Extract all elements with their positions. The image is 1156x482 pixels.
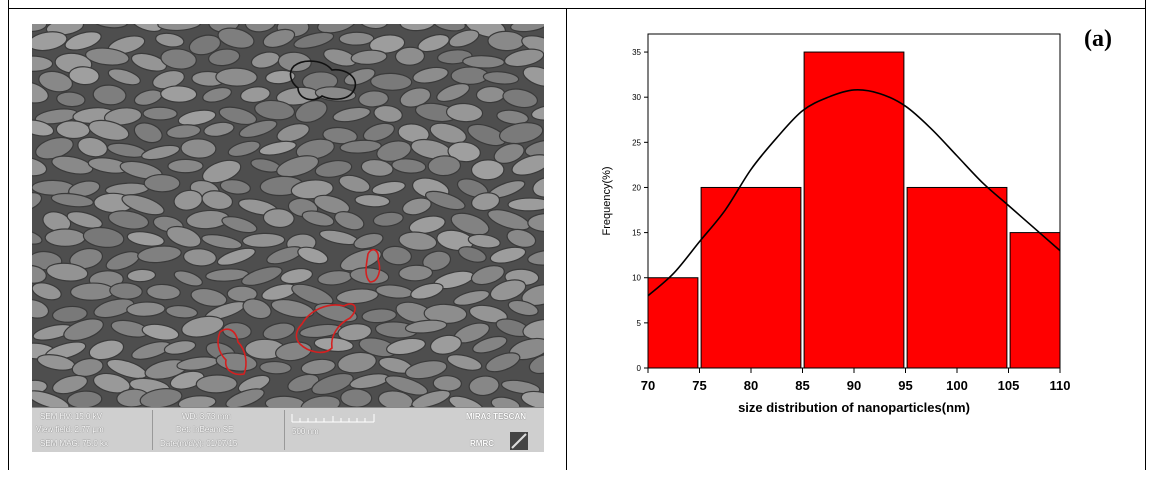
panel-divider (566, 8, 567, 470)
sem-scale-label: 500 nm (292, 427, 319, 436)
sem-view-field-label: View field: 2.77 μm (36, 425, 104, 434)
sem-info-separator (284, 410, 285, 450)
histogram-bar (906, 186, 1008, 369)
sem-texture (32, 24, 544, 452)
y-axis: 0 5 10 15 20 25 30 35 (632, 48, 648, 373)
particle-outline (289, 60, 357, 101)
sem-logo-icon (510, 432, 528, 450)
x-tick-label: 80 (744, 378, 758, 393)
table-top-border (8, 8, 1146, 9)
sem-grains (32, 24, 544, 416)
sem-wd-label: WD: 3.73 mm (182, 412, 231, 421)
sem-mag-label: SEM MAG: 75.0 kx (40, 439, 109, 448)
sem-instrument-label: MIRA3 TESCAN (466, 412, 527, 421)
histogram-bar (803, 51, 905, 369)
panel-label: (a) (1084, 26, 1112, 52)
y-tick-label: 35 (632, 48, 641, 57)
sem-hv-label: SEM HV: 15.0 kV (40, 412, 102, 421)
y-tick-label: 25 (632, 138, 641, 147)
x-tick-label: 100 (946, 378, 968, 393)
x-tick-label: 70 (641, 378, 655, 393)
y-tick-label: 5 (637, 319, 642, 328)
particle-outline (217, 328, 247, 376)
sem-detector-label: Det: InBeam SE (176, 425, 234, 434)
fit-curve (647, 89, 1061, 297)
bar-group (647, 51, 1061, 369)
x-tick-label: 85 (795, 378, 809, 393)
x-tick-label: 95 (898, 378, 912, 393)
chart-svg: 0 5 10 15 20 25 30 35 70 75 80 85 90 95 100 105 110 Fre… (601, 33, 1070, 415)
y-tick-label: 10 (632, 274, 641, 283)
y-axis-label: Frequency(%) (601, 166, 613, 235)
sem-micrograph: SEM HV: 15.0 kV View field: 2.77 μm SEM … (32, 24, 544, 452)
particle-outline (295, 303, 356, 354)
sem-info-separator (152, 410, 153, 450)
x-tick-label: 110 (1050, 378, 1070, 393)
y-tick-label: 30 (632, 93, 641, 102)
histogram-bar (700, 186, 802, 369)
sem-info-bar: SEM HV: 15.0 kV View field: 2.77 μm SEM … (32, 407, 544, 452)
histogram-bar (1009, 232, 1061, 369)
x-tick-label: 75 (692, 378, 706, 393)
x-tick-label: 90 (847, 378, 861, 393)
x-axis: 70 75 80 85 90 95 100 105 110 (641, 368, 1070, 393)
size-distribution-chart: 0 5 10 15 20 25 30 35 70 75 80 85 90 95 100 105 110 Fre… (590, 24, 1070, 424)
y-tick-label: 0 (637, 364, 642, 373)
sem-scale-bar (291, 414, 375, 423)
x-tick-label: 105 (998, 378, 1020, 393)
sem-date-label: Date(m/d/y): 01/07/15 (160, 439, 238, 448)
y-tick-label: 20 (632, 183, 641, 192)
x-axis-label: size distribution of nanoparticles(nm) (738, 400, 970, 415)
particle-outline (365, 248, 381, 283)
histogram-bar (647, 277, 699, 369)
y-tick-label: 15 (632, 229, 641, 238)
sem-lab-logo-text: RMRC (470, 439, 494, 448)
figure-frame (8, 0, 1146, 470)
